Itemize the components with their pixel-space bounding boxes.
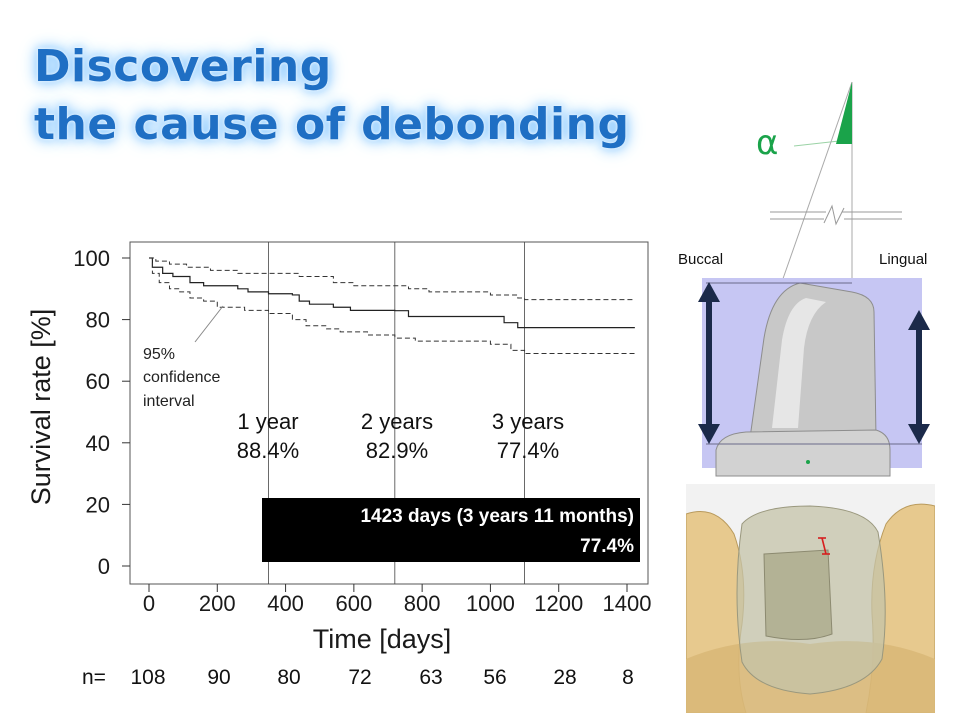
number-at-risk-value: 90: [207, 666, 230, 689]
y-tick-label: 60: [86, 369, 110, 394]
ci-annotation-line3: interval: [143, 393, 195, 410]
x-tick-label: 1200: [534, 591, 583, 616]
number-at-risk-value: 80: [277, 666, 300, 689]
number-at-risk-value: 56: [483, 666, 506, 689]
survival-series-lower: [149, 257, 635, 354]
y-axis-title: Survival rate [%]: [26, 309, 56, 506]
lingual-label: Lingual: [879, 251, 927, 268]
y-tick-label: 100: [73, 246, 110, 271]
callout-box: [262, 498, 640, 562]
alpha-symbol: α: [756, 123, 778, 163]
number-at-risk-label: n=: [82, 666, 106, 689]
x-tick-label: 1000: [466, 591, 515, 616]
x-tick-label: 1400: [603, 591, 652, 616]
y-tick-label: 20: [86, 492, 110, 517]
slide-title-line1: Discovering: [34, 41, 332, 92]
year3-value: 77.4%: [497, 438, 559, 463]
callout-line2: 77.4%: [580, 536, 634, 557]
y-tick-label: 40: [86, 431, 110, 456]
x-tick-label: 400: [267, 591, 304, 616]
x-tick-label: 800: [404, 591, 441, 616]
x-axis-title: Time [days]: [313, 624, 452, 654]
year2-value: 82.9%: [366, 438, 428, 463]
plot-frame: [129, 241, 649, 585]
x-tick-label: 600: [335, 591, 372, 616]
crown-3d-render: [686, 484, 935, 713]
ci-annotation-line1: 95%: [143, 346, 175, 363]
year1-label: 1 year: [237, 409, 298, 434]
number-at-risk-value: 28: [553, 666, 576, 689]
prepared-abutment: [763, 549, 833, 641]
number-at-risk-value: 72: [348, 666, 371, 689]
number-at-risk-value: 108: [130, 666, 165, 689]
y-tick-label: 0: [98, 554, 110, 579]
gap-measurement-marker: [818, 537, 830, 555]
survival-series-estimate: [149, 257, 635, 329]
abutment-highlight: [772, 298, 826, 428]
callout-line1: 1423 days (3 years 11 months): [360, 506, 634, 527]
year2-label: 2 years: [361, 409, 433, 434]
buccal-label: Buccal: [678, 251, 723, 268]
number-at-risk-row: 108 90 80 72 63 56 28 8: [130, 666, 633, 689]
x-tick-label: 200: [199, 591, 236, 616]
slide-title: Discovering the cause of debonding: [34, 38, 629, 154]
year1-value: 88.4%: [237, 438, 299, 463]
axis-break-symbol: [770, 204, 902, 226]
y-tick-label: 80: [86, 308, 110, 333]
reference-dot: [806, 460, 810, 464]
number-at-risk-value: 8: [622, 666, 634, 689]
tooth-base: [715, 429, 891, 477]
ci-annotation-pointer: [194, 305, 224, 343]
buccal-height-arrow: [698, 282, 720, 444]
tooth-angle-diagram: α Buccal Lingual: [678, 81, 930, 477]
alpha-wedge: [836, 82, 852, 144]
ci-annotation-line2: confidence: [143, 369, 220, 386]
x-tick-label: 0: [143, 591, 155, 616]
angle-ray-inclined: [771, 81, 853, 311]
survival-series-upper: [149, 257, 635, 301]
slide-title-line2: the cause of debonding: [34, 99, 630, 150]
number-at-risk-value: 63: [419, 666, 442, 689]
lingual-height-arrow: [908, 310, 930, 444]
year3-label: 3 years: [492, 409, 564, 434]
